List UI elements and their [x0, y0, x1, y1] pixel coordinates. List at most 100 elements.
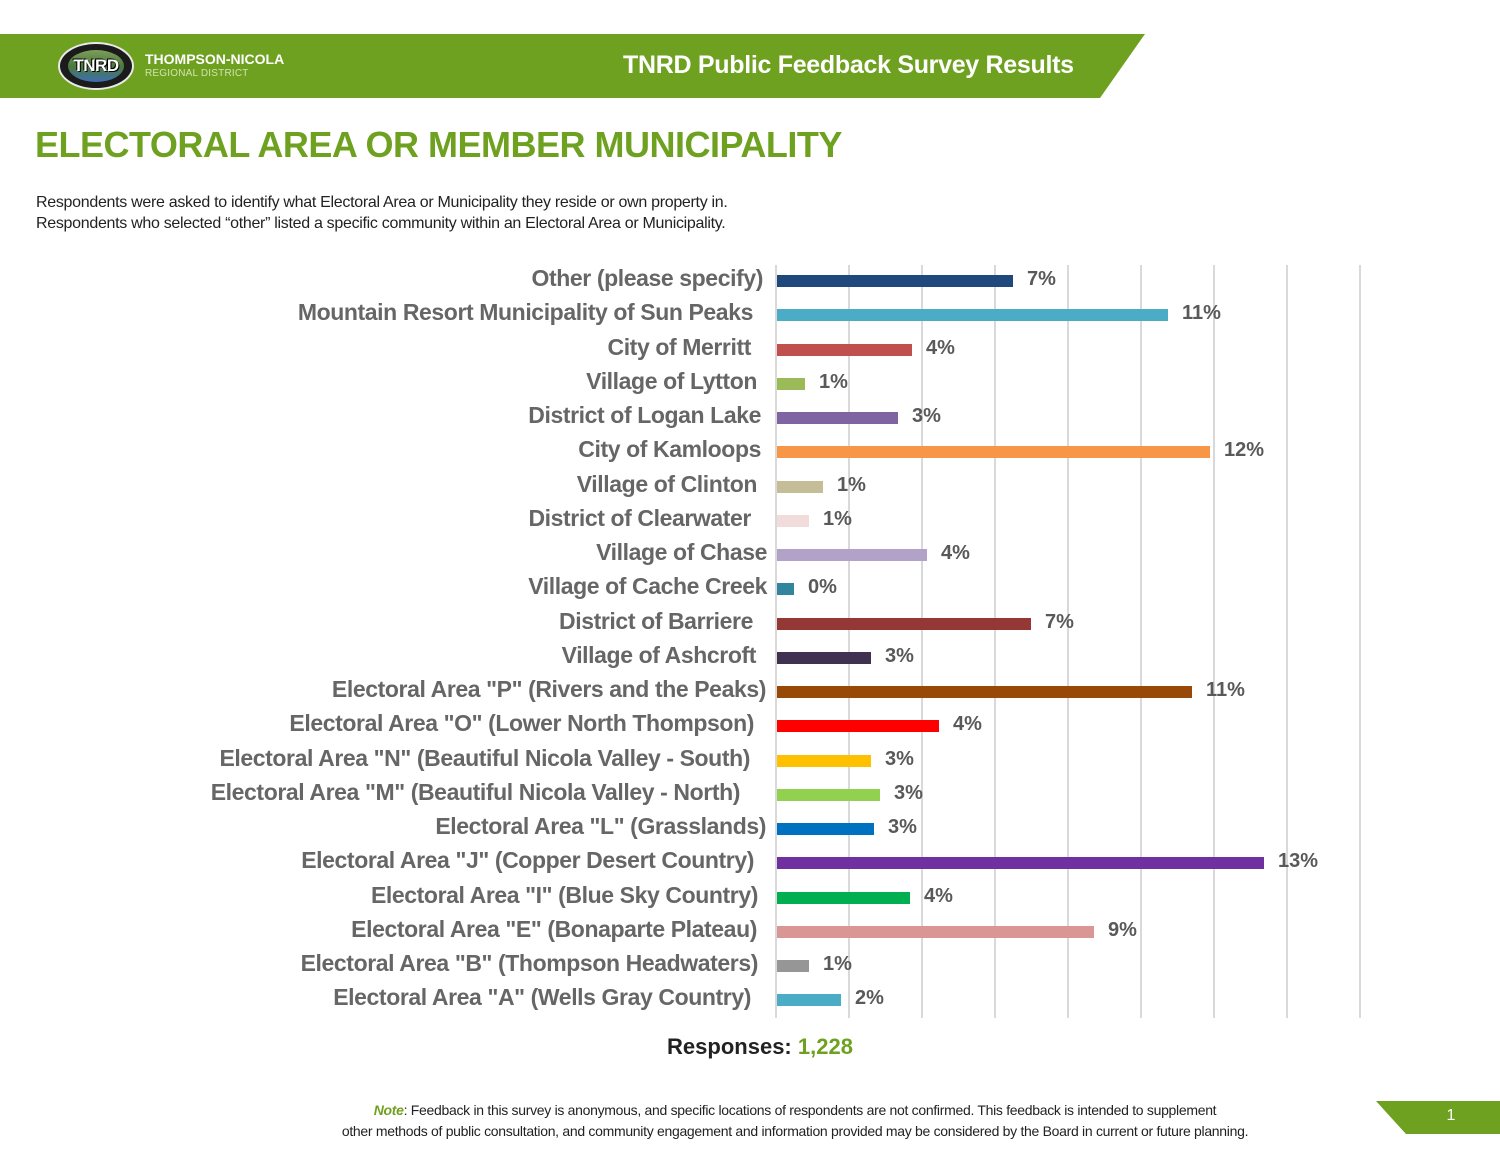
bar — [777, 446, 1210, 459]
category-label: Electoral Area "N" (Beautiful Nicola Val… — [219, 744, 750, 771]
bar — [777, 583, 794, 596]
tnrd-logo-icon: TNRD — [58, 42, 134, 90]
header-banner — [0, 34, 1145, 98]
value-label: 4% — [941, 542, 970, 564]
category-label: Village of Clinton — [576, 470, 758, 497]
category-label: Other (please specify) — [531, 265, 763, 291]
category-label: Village of Chase — [596, 539, 767, 565]
value-label: 3% — [885, 747, 914, 770]
chart-row: Electoral Area "N" (Beautiful Nicola Val… — [0, 742, 1500, 776]
chart-row: Other (please specify) 7% — [0, 262, 1500, 296]
org-subtitle: REGIONAL DISTRICT — [145, 68, 249, 79]
value-label: 1% — [823, 507, 852, 530]
chart-row: Village of Clinton 1% — [0, 468, 1500, 502]
gridline — [848, 265, 850, 1018]
category-label: City of Kamloops — [578, 436, 761, 463]
value-label: 7% — [1045, 610, 1074, 633]
note-line-1: : Feedback in this survey is anonymous, … — [403, 1102, 1217, 1118]
bar — [777, 754, 871, 767]
bar — [777, 309, 1168, 322]
gridline — [1286, 265, 1288, 1018]
bar — [777, 857, 1264, 870]
note-label: Note — [373, 1102, 404, 1118]
gridline — [921, 265, 923, 1018]
category-label: Electoral Area "L" (Grasslands) — [435, 813, 766, 839]
intro-line-1: Respondents were asked to identify what … — [36, 194, 728, 211]
banner-title: TNRD Public Feedback Survey Results — [623, 51, 1074, 79]
chart-row: Electoral Area "A" (Wells Gray Country) 2… — [0, 981, 1500, 1015]
bar — [777, 377, 805, 390]
chart-row: Electoral Area "O" (Lower North Thompson… — [0, 707, 1500, 741]
bar — [777, 823, 874, 835]
chart-row: Village of Cache Creek 0% — [0, 570, 1500, 604]
chart-row: Electoral Area "B" (Thompson Headwaters)… — [0, 947, 1500, 981]
bar — [777, 994, 841, 1007]
category-label: Electoral Area "M" (Beautiful Nicola Val… — [210, 778, 741, 805]
value-label: 3% — [894, 781, 923, 804]
category-label: District of Barriere — [559, 607, 753, 634]
bar — [777, 412, 898, 424]
category-label: District of Logan Lake — [528, 402, 761, 428]
bar-chart: Other (please specify) 7% Mountain Resort … — [0, 262, 1500, 1022]
page-title: ELECTORAL AREA OR MEMBER MUNICIPALITY — [35, 124, 842, 165]
chart-row: Village of Lytton 1% — [0, 365, 1500, 399]
value-label: 4% — [953, 713, 982, 736]
org-name: THOMPSON-NICOLA — [145, 51, 285, 67]
bar — [777, 480, 823, 493]
bar — [777, 686, 1192, 698]
category-label: Electoral Area "A" (Wells Gray Country) — [333, 984, 751, 1011]
chart-row: District of Barriere 7% — [0, 605, 1500, 639]
value-label: 3% — [885, 644, 914, 667]
value-label: 1% — [823, 953, 852, 975]
category-label: Electoral Area "P" (Rivers and the Peaks… — [331, 676, 766, 702]
value-label: 4% — [924, 884, 953, 907]
category-label: Village of Ashcroft — [561, 641, 757, 668]
bar — [777, 549, 927, 561]
chart-row: District of Logan Lake 3% — [0, 399, 1500, 433]
bar — [777, 343, 912, 356]
bar — [777, 514, 809, 527]
gridline — [1359, 265, 1361, 1018]
bar — [777, 788, 880, 801]
chart-row: Electoral Area "J" (Copper Desert Countr… — [0, 844, 1500, 878]
gridline — [994, 265, 996, 1018]
chart-row: Mountain Resort Municipality of Sun Peak… — [0, 296, 1500, 330]
chart-row: District of Clearwater 1% — [0, 502, 1500, 536]
chart-row: Electoral Area "I" (Blue Sky Country) 4% — [0, 879, 1500, 913]
value-label: 3% — [912, 405, 941, 427]
gridline — [1213, 265, 1215, 1018]
bar — [777, 925, 1094, 938]
responses-label: Responses: — [667, 1034, 798, 1059]
bar — [777, 891, 910, 904]
bar — [777, 960, 809, 972]
category-label: Electoral Area "B" (Thompson Headwaters) — [300, 950, 759, 976]
chart-row: Electoral Area "P" (Rivers and the Peaks… — [0, 673, 1500, 707]
value-label: 1% — [837, 473, 866, 496]
gridline — [1140, 265, 1142, 1018]
responses-count: Responses: 1,228 — [0, 1034, 1500, 1060]
category-label: Village of Cache Creek — [528, 573, 767, 600]
value-label: 13% — [1278, 850, 1319, 873]
gridline — [1067, 265, 1069, 1018]
category-label: Electoral Area "J" (Copper Desert Countr… — [301, 847, 754, 874]
chart-row: Electoral Area "L" (Grasslands) 3% — [0, 810, 1500, 844]
value-label: 1% — [819, 370, 848, 393]
value-label: 2% — [855, 987, 884, 1010]
intro-line-2: Respondents who selected “other” listed … — [36, 215, 726, 232]
bar — [777, 720, 939, 733]
value-label: 0% — [808, 576, 837, 599]
chart-row: City of Merritt 4% — [0, 331, 1500, 365]
category-label: Electoral Area "O" (Lower North Thompson… — [289, 710, 754, 737]
chart-row: City of Kamloops 12% — [0, 433, 1500, 467]
note-line-2: other methods of public consultation, an… — [341, 1123, 1249, 1139]
value-label: 7% — [1027, 268, 1056, 290]
bar — [777, 275, 1013, 287]
value-label: 4% — [926, 336, 955, 359]
category-label: Electoral Area "E" (Bonaparte Plateau) — [351, 915, 757, 942]
gridline — [775, 265, 777, 1018]
value-label: 12% — [1224, 439, 1265, 462]
category-label: Village of Lytton — [586, 367, 757, 394]
category-label: Mountain Resort Municipality of Sun Peak… — [297, 299, 754, 326]
category-label: District of Clearwater — [528, 504, 751, 531]
footer-note: Note: Feedback in this survey is anonymo… — [280, 1100, 1310, 1142]
